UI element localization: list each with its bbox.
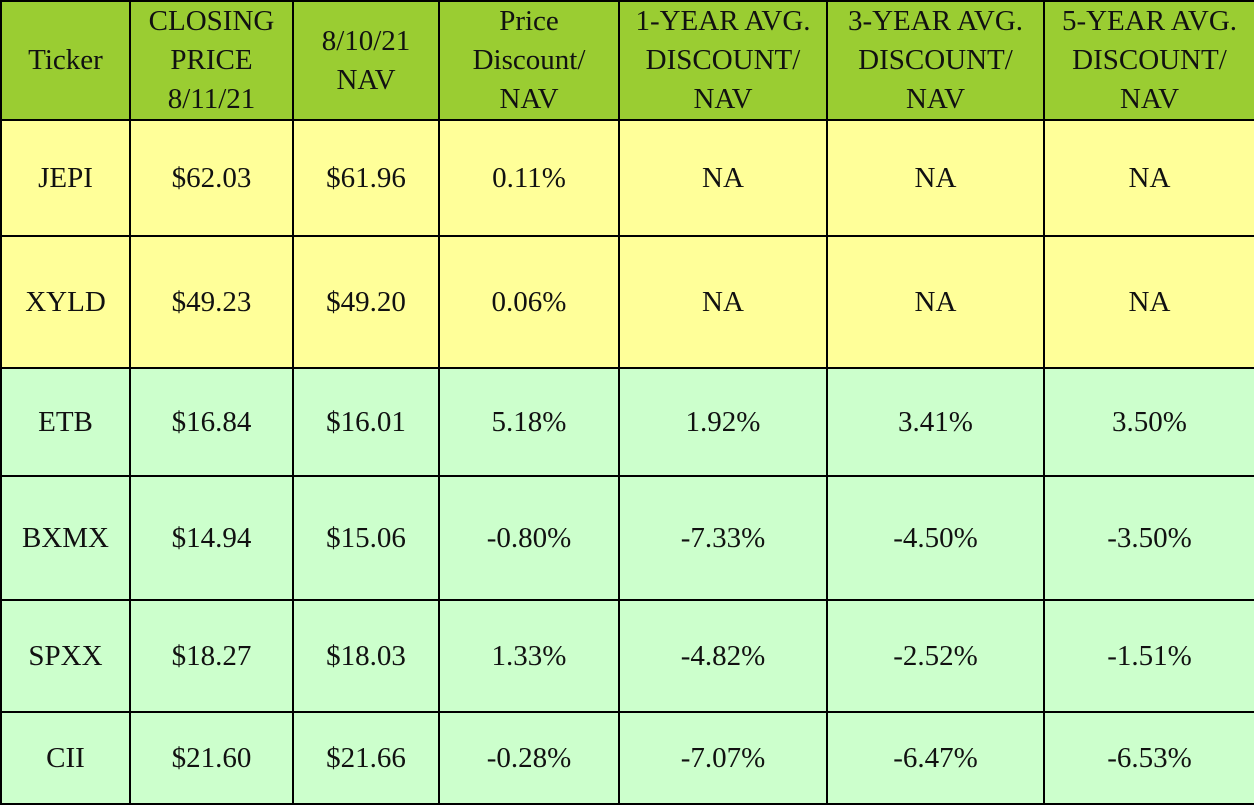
closing-price-cell: $62.03 bbox=[129, 119, 294, 237]
closing-price-cell: $16.84 bbox=[129, 367, 294, 477]
header-price-discount: Price Discount/ NAV bbox=[438, 0, 620, 121]
table-row: SPXX $18.27 $18.03 1.33% -4.82% -2.52% -… bbox=[0, 599, 1254, 713]
header-3yr-avg-discount: 3-YEAR AVG. DISCOUNT/ NAV bbox=[826, 0, 1045, 121]
avg-1yr-cell: -7.33% bbox=[618, 475, 828, 601]
avg-3yr-cell: -4.50% bbox=[826, 475, 1045, 601]
table-row: XYLD $49.23 $49.20 0.06% NA NA NA bbox=[0, 235, 1254, 369]
closing-price-cell: $49.23 bbox=[129, 235, 294, 369]
avg-3yr-cell: -6.47% bbox=[826, 711, 1045, 805]
avg-1yr-cell: NA bbox=[618, 119, 828, 237]
ticker-cell: SPXX bbox=[0, 599, 131, 713]
avg-5yr-cell: -6.53% bbox=[1043, 711, 1254, 805]
ticker-cell: XYLD bbox=[0, 235, 131, 369]
avg-3yr-cell: NA bbox=[826, 235, 1045, 369]
closing-price-cell: $21.60 bbox=[129, 711, 294, 805]
header-row: Ticker CLOSING PRICE 8/11/21 8/10/21 NAV… bbox=[0, 0, 1254, 121]
avg-1yr-cell: NA bbox=[618, 235, 828, 369]
table-row: ETB $16.84 $16.01 5.18% 1.92% 3.41% 3.50… bbox=[0, 367, 1254, 477]
price-discount-cell: 1.33% bbox=[438, 599, 620, 713]
nav-cell: $16.01 bbox=[292, 367, 440, 477]
nav-cell: $18.03 bbox=[292, 599, 440, 713]
nav-cell: $49.20 bbox=[292, 235, 440, 369]
nav-cell: $21.66 bbox=[292, 711, 440, 805]
closing-price-cell: $14.94 bbox=[129, 475, 294, 601]
price-discount-cell: 0.06% bbox=[438, 235, 620, 369]
ticker-cell: ETB bbox=[0, 367, 131, 477]
table-row: JEPI $62.03 $61.96 0.11% NA NA NA bbox=[0, 119, 1254, 237]
avg-5yr-cell: -3.50% bbox=[1043, 475, 1254, 601]
price-discount-cell: -0.80% bbox=[438, 475, 620, 601]
avg-5yr-cell: -1.51% bbox=[1043, 599, 1254, 713]
nav-cell: $61.96 bbox=[292, 119, 440, 237]
avg-1yr-cell: -7.07% bbox=[618, 711, 828, 805]
header-1yr-avg-discount: 1-YEAR AVG. DISCOUNT/ NAV bbox=[618, 0, 828, 121]
ticker-cell: CII bbox=[0, 711, 131, 805]
table-row: CII $21.60 $21.66 -0.28% -7.07% -6.47% -… bbox=[0, 711, 1254, 805]
avg-5yr-cell: 3.50% bbox=[1043, 367, 1254, 477]
header-5yr-avg-discount: 5-YEAR AVG. DISCOUNT/ NAV bbox=[1043, 0, 1254, 121]
avg-3yr-cell: -2.52% bbox=[826, 599, 1045, 713]
ticker-cell: BXMX bbox=[0, 475, 131, 601]
avg-3yr-cell: NA bbox=[826, 119, 1045, 237]
avg-3yr-cell: 3.41% bbox=[826, 367, 1045, 477]
avg-5yr-cell: NA bbox=[1043, 235, 1254, 369]
avg-5yr-cell: NA bbox=[1043, 119, 1254, 237]
header-nav: 8/10/21 NAV bbox=[292, 0, 440, 121]
avg-1yr-cell: -4.82% bbox=[618, 599, 828, 713]
avg-1yr-cell: 1.92% bbox=[618, 367, 828, 477]
table-row: BXMX $14.94 $15.06 -0.80% -7.33% -4.50% … bbox=[0, 475, 1254, 601]
header-closing-price: CLOSING PRICE 8/11/21 bbox=[129, 0, 294, 121]
price-discount-cell: -0.28% bbox=[438, 711, 620, 805]
nav-cell: $15.06 bbox=[292, 475, 440, 601]
price-discount-cell: 0.11% bbox=[438, 119, 620, 237]
ticker-cell: JEPI bbox=[0, 119, 131, 237]
header-ticker: Ticker bbox=[0, 0, 131, 121]
closing-price-cell: $18.27 bbox=[129, 599, 294, 713]
price-discount-cell: 5.18% bbox=[438, 367, 620, 477]
